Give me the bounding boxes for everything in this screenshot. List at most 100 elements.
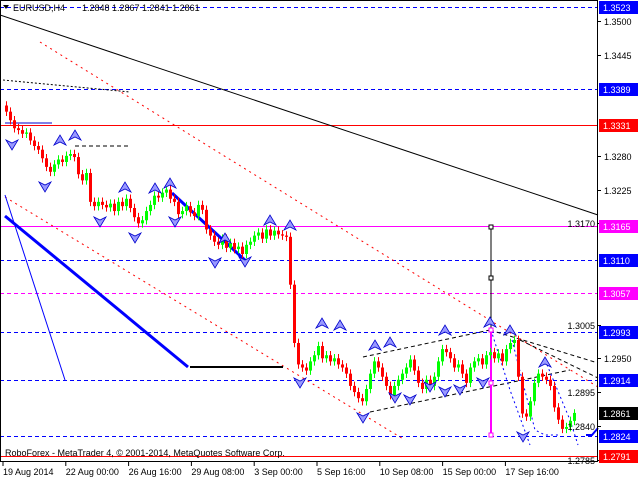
projection-blue-check[interactable] [586,427,599,436]
price-label: 1.2993 [603,328,631,338]
x-tick-label: 15 Sep 00:00 [443,467,497,477]
candle-body [201,204,204,210]
price-label: 1.3331 [603,121,631,131]
channel-red-lower[interactable] [4,196,406,441]
candle-body [509,342,512,350]
fractal-up-arrow-icon [367,339,383,351]
candle-body [505,349,508,362]
candle-body [93,201,96,207]
y-tick-label: 1.3225 [604,186,632,196]
price-label: 1.3110 [603,256,630,266]
price-label-bg [599,119,638,132]
candle-body [489,352,492,356]
candle-body [493,352,496,359]
candle-body [477,358,480,362]
copyright-text: RoboForex - MetaTrader 4, © 2001-2014, M… [5,448,285,458]
candle-body [77,157,80,175]
price-label-bg [599,407,638,420]
price-axis[interactable]: 1.3500 1.3445 1.3280 1.3225 1.3170 1.3005 1.29… [567,17,631,466]
price-label-bg [599,430,638,443]
fractal-up-arrow-icon [502,324,518,336]
projection-blue-dotted[interactable] [490,329,531,446]
y-tick-label: 1.3445 [604,51,632,61]
candle-body [361,398,364,402]
candle-body [285,235,288,237]
x-tick-label: 5 Sep 16:00 [317,467,366,477]
candle-body [353,385,356,393]
candle-body [253,235,256,242]
candle-body [129,198,132,208]
time-axis[interactable]: 19 Aug 2014 22 Aug 00:00 26 Aug 16:00 29 Au… [2,462,559,477]
candle-body [25,132,28,134]
fractal-down-arrow-icon [355,412,371,424]
candle-body [233,242,236,250]
candle-body [245,244,248,255]
handle-square[interactable] [488,224,494,230]
candle-body [145,211,148,221]
ohlc-values: 1.2848 1.2867 1.2841 1.2861 [82,3,200,13]
candle-body [137,217,140,224]
candle-body [553,385,556,408]
candle-body [313,355,316,362]
candle-body [181,211,184,215]
price-label-bg [599,326,638,339]
candle-body [557,407,560,420]
trendline-blue-thick-2[interactable] [170,191,249,264]
trendline-blue-thin[interactable] [4,194,66,381]
x-tick-label: 3 Sep 00:00 [254,467,303,477]
candle-body [281,234,284,236]
fractal-up-arrow-icon [262,214,278,226]
fractal-up-arrow-icon [382,336,398,348]
price-label: 1.2861 [603,409,631,419]
channel-black-lower[interactable] [369,369,571,413]
fractal-down-arrow-icon [167,216,183,228]
channel-black-upper[interactable] [362,329,491,358]
channel-red-upper[interactable] [39,41,599,388]
candle-body [293,284,296,343]
candle-body [53,164,56,172]
triangle-black-lower[interactable] [519,339,599,379]
handle-square[interactable] [488,380,494,386]
candle-body [177,201,180,215]
candle-body [101,201,104,205]
candle-body [329,355,332,362]
candle-body [21,130,24,134]
handle-square[interactable] [488,432,494,438]
candle-body [561,419,564,429]
candles [5,101,576,434]
fractal-up-arrow-icon [314,317,330,329]
trendline-black-long[interactable] [0,14,599,216]
candle-body [469,367,472,383]
candle-body [565,427,568,429]
symbol-timeframe: EURUSD,H4 [13,3,65,13]
candle-body [437,361,440,377]
candle-body [409,359,412,368]
candle-body [461,364,464,374]
candle-body [161,192,164,198]
candle-body [389,385,392,396]
dropdown-triangle-icon[interactable] [3,5,9,9]
candle-body [517,339,520,377]
trendline-blue-thick[interactable] [4,214,189,369]
projection-blue-dotted-3[interactable] [544,359,579,446]
handle-square[interactable] [488,327,494,333]
trendline-black-dotted[interactable] [2,79,131,93]
triangle-black-upper[interactable] [489,329,599,364]
fractal-up-arrow-icon [282,219,298,231]
handle-square[interactable] [488,275,494,281]
candle-body [521,376,524,414]
fractal-down-arrow-icon [422,381,438,393]
candle-body [197,204,200,216]
candle-body [33,140,36,147]
x-tick-label: 29 Aug 08:00 [191,467,244,477]
candle-body [349,373,352,386]
candle-body [321,346,324,359]
candle-body [257,232,260,236]
fractal-down-arrow-icon [475,377,491,389]
fractal-down-arrow-icon [452,384,468,396]
candle-body [341,364,344,368]
candle-body [105,204,108,208]
fractal-down-arrow-icon [92,216,108,228]
candle-body [81,174,84,181]
